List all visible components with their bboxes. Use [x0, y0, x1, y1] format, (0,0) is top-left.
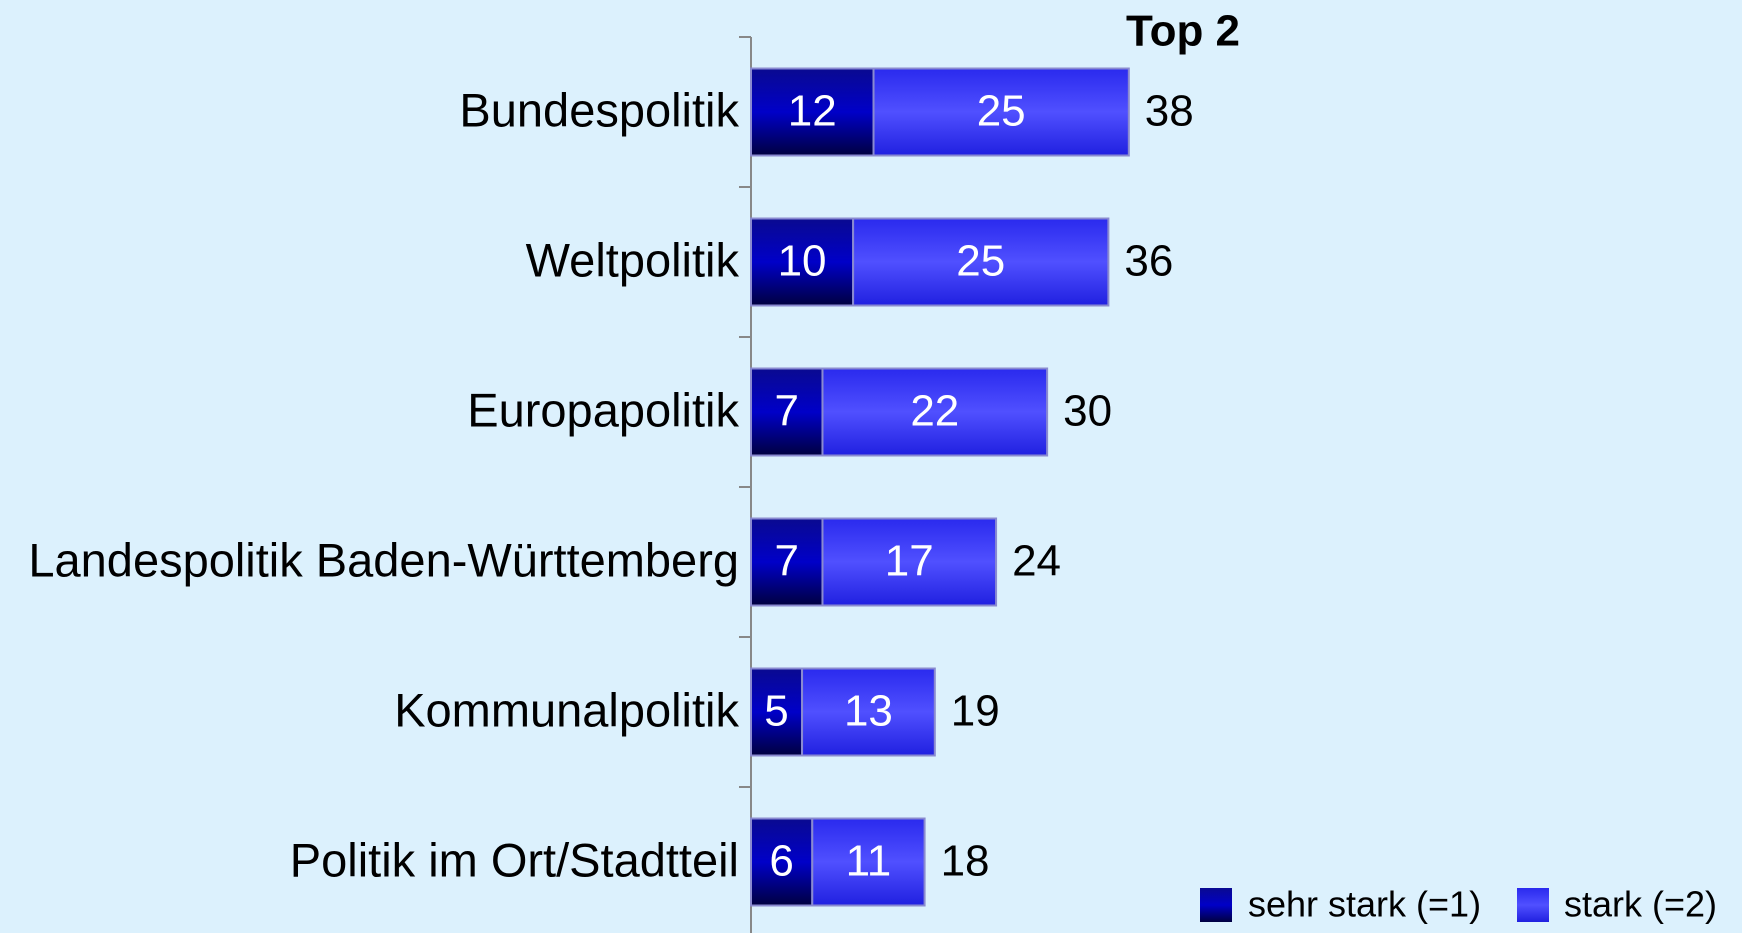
bar-segment — [872, 67, 1130, 157]
value-label: 25 — [956, 237, 1005, 286]
value-label: 10 — [778, 237, 827, 286]
value-label: 6 — [769, 837, 793, 886]
category-label: Europapolitik — [467, 383, 739, 436]
category-label: Landespolitik Baden-Württemberg — [28, 533, 739, 586]
total-label: 38 — [1145, 87, 1194, 136]
legend-swatch — [1517, 888, 1549, 922]
total-label: 18 — [941, 837, 990, 886]
value-label: 5 — [764, 687, 788, 736]
total-label: 24 — [1012, 537, 1061, 586]
legend-label: sehr stark (=1) — [1248, 884, 1481, 925]
bar-segment — [801, 667, 936, 757]
value-label: 7 — [774, 387, 798, 436]
bar-segment — [852, 217, 1110, 307]
value-label: 25 — [977, 87, 1026, 136]
bar-segment — [811, 817, 926, 907]
total-label: 19 — [951, 687, 1000, 736]
value-label: 11 — [846, 837, 892, 886]
bar-segment — [750, 517, 824, 607]
value-label: 7 — [774, 537, 798, 586]
total-label: 30 — [1063, 387, 1112, 436]
value-label: 22 — [910, 387, 959, 436]
value-label: 17 — [885, 537, 934, 586]
value-label: 12 — [788, 87, 837, 136]
bar-segment — [821, 367, 1049, 457]
bar-segment — [750, 367, 824, 457]
category-label: Bundespolitik — [459, 83, 739, 136]
category-label: Politik im Ort/Stadtteil — [290, 833, 739, 886]
bar-segment — [750, 667, 804, 757]
bar-segment — [750, 217, 855, 307]
bar-segment — [821, 517, 998, 607]
category-label: Kommunalpolitik — [394, 683, 739, 736]
total-label: 36 — [1124, 237, 1173, 286]
value-label: 13 — [844, 687, 893, 736]
category-label: Weltpolitik — [526, 233, 740, 286]
legend-swatch — [1200, 888, 1232, 922]
legend-label: stark (=2) — [1564, 884, 1717, 925]
bar-segment — [750, 817, 814, 907]
totals-title: Top 2 — [1126, 7, 1240, 56]
